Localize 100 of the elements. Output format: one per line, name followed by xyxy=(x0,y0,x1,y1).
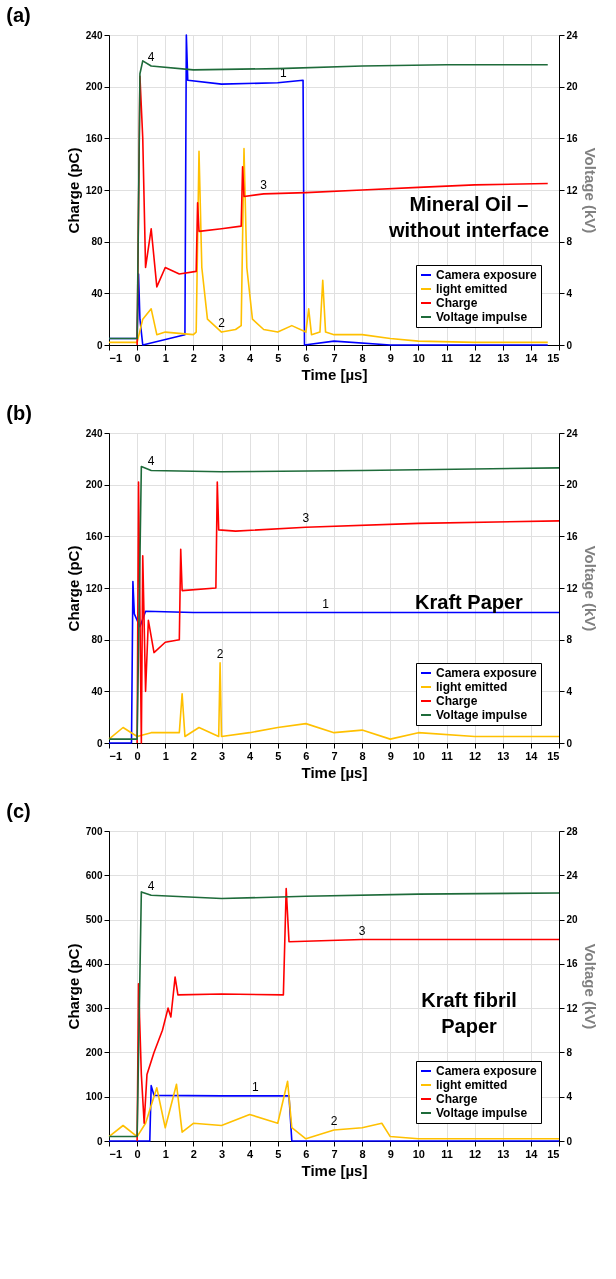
y2-tick-label: 12 xyxy=(566,582,579,594)
x-tick-label: 1 xyxy=(162,351,169,364)
x-tick-label: 11 xyxy=(441,351,453,364)
x-tick-label: 13 xyxy=(497,351,510,364)
x-tick-label: 4 xyxy=(247,1147,255,1160)
x-tick-label: 0 xyxy=(134,1147,141,1160)
annotation: Kraft fibril Paper xyxy=(421,989,517,1037)
x-tick-label: 9 xyxy=(387,351,394,364)
x-tick-label: 1 xyxy=(162,749,169,762)
annotation: 2 xyxy=(218,316,226,331)
annotation: Mineral Oil – without interface xyxy=(387,193,550,241)
x-tick-label: 7 xyxy=(331,1147,338,1160)
legend-label: Charge xyxy=(436,1092,478,1106)
annotation: 1 xyxy=(251,1079,259,1094)
annotation: 3 xyxy=(260,177,268,192)
y-tick-label: 80 xyxy=(91,634,103,646)
x-tick-label: 10 xyxy=(412,749,425,762)
x-tick-label: 14 xyxy=(525,749,539,762)
x-tick-label: 6 xyxy=(303,351,310,364)
y2-tick-label: 24 xyxy=(566,427,579,439)
y2-tick-label: 24 xyxy=(566,869,579,881)
x-tick-label: −1 xyxy=(109,351,123,364)
chart-title: (a) xyxy=(6,4,31,26)
x-tick-label: 5 xyxy=(275,351,282,364)
chart-title: (c) xyxy=(6,800,31,822)
x-tick-label: 10 xyxy=(412,1147,425,1160)
x-tick-label: 5 xyxy=(275,749,282,762)
chart-title: (b) xyxy=(6,402,32,424)
y-tick-label: 0 xyxy=(96,737,103,749)
x-axis-title: Time [µs] xyxy=(301,763,368,781)
y-tick-label: 600 xyxy=(85,869,103,881)
y-tick-label: 100 xyxy=(85,1091,103,1103)
y-tick-label: 240 xyxy=(85,29,103,41)
y-tick-label: 40 xyxy=(91,287,103,299)
legend-label: Voltage impulse xyxy=(436,1106,528,1120)
y-tick-label: 700 xyxy=(85,825,103,837)
y2-tick-label: 4 xyxy=(566,1091,573,1103)
x-tick-label: 6 xyxy=(303,1147,310,1160)
y2-tick-label: 8 xyxy=(566,634,573,646)
y2-tick-label: 8 xyxy=(566,236,573,248)
y-tick-label: 200 xyxy=(85,479,103,491)
y-tick-label: 0 xyxy=(96,339,103,351)
annotation: 4 xyxy=(147,879,155,894)
y-axis-title: Charge (pC) xyxy=(64,943,82,1030)
x-tick-label: 7 xyxy=(331,749,338,762)
x-tick-label: 8 xyxy=(359,351,366,364)
annotation: 3 xyxy=(302,511,310,526)
y-tick-label: 0 xyxy=(96,1135,103,1147)
y2-tick-label: 20 xyxy=(566,914,579,926)
y2-tick-label: 16 xyxy=(566,132,579,144)
y2-tick-label: 20 xyxy=(566,479,579,491)
x-tick-label: 0 xyxy=(134,351,141,364)
y-tick-label: 400 xyxy=(85,958,103,970)
x-tick-label: 8 xyxy=(359,749,366,762)
y2-tick-label: 0 xyxy=(566,1135,573,1147)
y2-tick-label: 20 xyxy=(566,81,579,93)
y-tick-label: 160 xyxy=(85,132,103,144)
x-tick-label: 13 xyxy=(497,1147,510,1160)
x-tick-label: 5 xyxy=(275,1147,282,1160)
x-axis-title: Time [µs] xyxy=(301,365,368,383)
legend-label: Camera exposure xyxy=(436,1064,538,1078)
x-tick-label: 3 xyxy=(218,1147,226,1160)
legend-label: Voltage impulse xyxy=(436,708,528,722)
x-tick-label: 4 xyxy=(247,749,255,762)
legend-label: Voltage impulse xyxy=(436,310,528,324)
y2-tick-label: 0 xyxy=(566,737,573,749)
x-tick-label: 11 xyxy=(441,749,453,762)
x-tick-label: 15 xyxy=(547,749,560,762)
line-series xyxy=(108,662,560,740)
x-tick-label: 6 xyxy=(303,749,310,762)
y-tick-label: 240 xyxy=(85,427,103,439)
annotation: 1 xyxy=(322,596,330,611)
y-tick-label: 200 xyxy=(85,1046,103,1058)
y2-axis-title: Voltage (kV) xyxy=(581,545,599,632)
y-tick-label: 40 xyxy=(91,685,103,697)
x-tick-label: 3 xyxy=(218,351,226,364)
y2-tick-label: 16 xyxy=(566,958,579,970)
x-tick-label: −1 xyxy=(109,749,123,762)
x-tick-label: 1 xyxy=(162,1147,169,1160)
x-tick-label: 15 xyxy=(547,1147,560,1160)
y2-tick-label: 16 xyxy=(566,530,579,542)
y2-tick-label: 12 xyxy=(566,184,579,196)
y-tick-label: 80 xyxy=(91,236,103,248)
x-tick-label: 2 xyxy=(190,351,197,364)
y2-tick-label: 24 xyxy=(566,29,579,41)
x-tick-label: 10 xyxy=(412,351,425,364)
x-tick-label: 12 xyxy=(469,749,482,762)
x-tick-label: 7 xyxy=(331,351,338,364)
x-tick-label: 12 xyxy=(469,1147,482,1160)
legend-label: Camera exposure xyxy=(436,666,538,680)
legend-label: light emitted xyxy=(436,282,508,296)
legend-label: Charge xyxy=(436,694,478,708)
y-tick-label: 500 xyxy=(85,914,103,926)
y-tick-label: 300 xyxy=(85,1002,103,1014)
annotation: Kraft Paper xyxy=(415,591,524,613)
x-axis-title: Time [µs] xyxy=(301,1161,368,1179)
annotation: 3 xyxy=(358,923,366,938)
y-axis-title: Charge (pC) xyxy=(64,147,82,234)
x-tick-label: 2 xyxy=(190,1147,197,1160)
y-tick-label: 200 xyxy=(85,81,103,93)
